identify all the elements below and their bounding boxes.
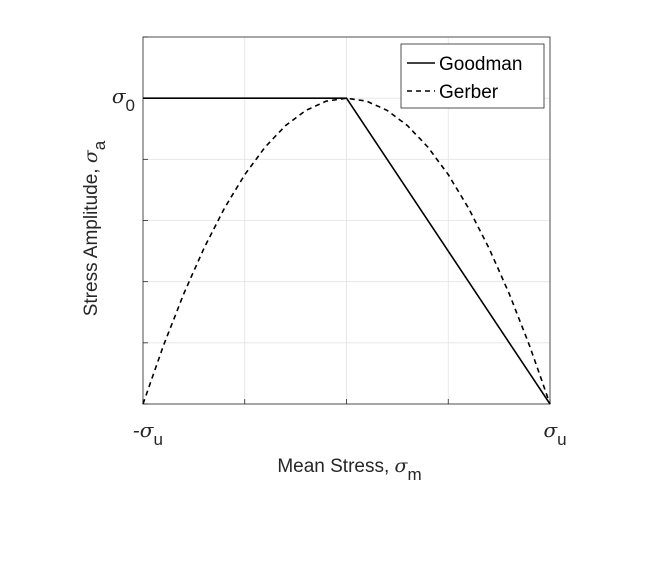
series-line-goodman bbox=[143, 97, 551, 405]
legend-label-goodman: Goodman bbox=[439, 54, 522, 75]
legend: Goodman Gerber bbox=[400, 43, 545, 109]
y-axis-label: Stress Amplitude, σa bbox=[80, 140, 109, 316]
x-tick-label-0: -σu bbox=[133, 418, 163, 449]
plot-area-border bbox=[142, 36, 551, 405]
y-tick-label-0: σ0 bbox=[112, 84, 135, 115]
x-tick-label-1: σu bbox=[543, 418, 566, 449]
series-lines bbox=[142, 97, 551, 405]
legend-label-gerber: Gerber bbox=[439, 82, 499, 103]
axis-tick-labels: -σu σu σ0 bbox=[112, 84, 567, 449]
series-line-gerber bbox=[142, 97, 551, 405]
x-axis-label: Mean Stress, σm bbox=[277, 455, 421, 484]
legend-box bbox=[400, 43, 545, 109]
